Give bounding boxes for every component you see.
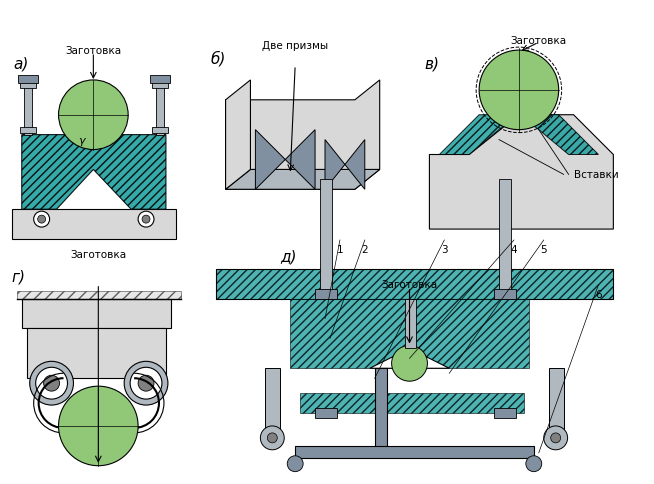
Circle shape	[551, 433, 560, 443]
Circle shape	[543, 426, 568, 450]
Text: Заготовка: Заготовка	[381, 279, 438, 289]
Text: γ: γ	[78, 136, 85, 145]
Text: г): г)	[12, 269, 26, 284]
Bar	[150, 76, 170, 84]
Circle shape	[29, 362, 73, 405]
Bar	[375, 368, 387, 448]
Circle shape	[138, 212, 154, 227]
Bar	[152, 83, 168, 89]
Circle shape	[260, 426, 284, 450]
Polygon shape	[226, 81, 380, 190]
Text: 4: 4	[511, 244, 517, 255]
Bar	[549, 368, 564, 438]
Bar	[20, 127, 36, 134]
Circle shape	[479, 51, 559, 130]
Text: 6: 6	[595, 289, 602, 299]
Bar	[24, 81, 31, 136]
Bar	[295, 446, 534, 458]
Bar	[216, 269, 613, 299]
Polygon shape	[439, 116, 519, 155]
Bar	[499, 180, 511, 299]
Circle shape	[59, 386, 138, 466]
Circle shape	[138, 376, 154, 392]
Bar	[494, 408, 516, 418]
Polygon shape	[226, 170, 380, 190]
Circle shape	[34, 212, 50, 227]
Polygon shape	[519, 116, 598, 155]
Polygon shape	[430, 116, 613, 229]
Circle shape	[59, 81, 128, 150]
Bar	[266, 368, 281, 438]
Circle shape	[44, 376, 60, 392]
Text: 2: 2	[362, 244, 368, 255]
Polygon shape	[226, 81, 250, 190]
Bar	[27, 329, 166, 378]
Text: б): б)	[211, 51, 226, 67]
Bar	[152, 127, 168, 134]
Text: 3: 3	[441, 244, 447, 255]
Circle shape	[124, 362, 168, 405]
Text: Две призмы: Две призмы	[262, 41, 328, 51]
Circle shape	[392, 346, 428, 381]
Text: Заготовка: Заготовка	[511, 36, 567, 46]
Text: Вставки: Вставки	[574, 170, 618, 180]
Circle shape	[130, 367, 162, 399]
Bar	[17, 291, 181, 299]
Bar	[20, 83, 36, 89]
Bar	[18, 76, 38, 84]
Polygon shape	[325, 140, 345, 190]
Text: 1: 1	[337, 244, 343, 255]
Circle shape	[267, 433, 277, 443]
Circle shape	[36, 367, 67, 399]
Polygon shape	[22, 136, 166, 210]
Circle shape	[287, 456, 303, 472]
Text: в): в)	[424, 56, 439, 71]
Polygon shape	[345, 140, 365, 190]
Bar	[216, 269, 613, 299]
Polygon shape	[285, 130, 315, 190]
Bar	[494, 289, 516, 299]
Bar	[315, 408, 337, 418]
Polygon shape	[370, 348, 449, 368]
Circle shape	[38, 216, 46, 224]
Bar	[405, 299, 417, 348]
Text: Заготовка: Заготовка	[70, 249, 126, 259]
Text: а): а)	[14, 56, 29, 71]
Polygon shape	[256, 130, 285, 190]
Bar	[300, 393, 524, 413]
Bar	[22, 299, 171, 329]
Text: Заготовка: Заготовка	[65, 46, 122, 56]
Bar	[315, 289, 337, 299]
Circle shape	[526, 456, 542, 472]
Circle shape	[142, 216, 150, 224]
Bar	[290, 299, 529, 368]
Bar	[12, 210, 176, 240]
Text: 5: 5	[540, 244, 547, 255]
Text: д): д)	[281, 249, 297, 264]
Bar	[156, 81, 164, 136]
Bar	[320, 180, 332, 299]
